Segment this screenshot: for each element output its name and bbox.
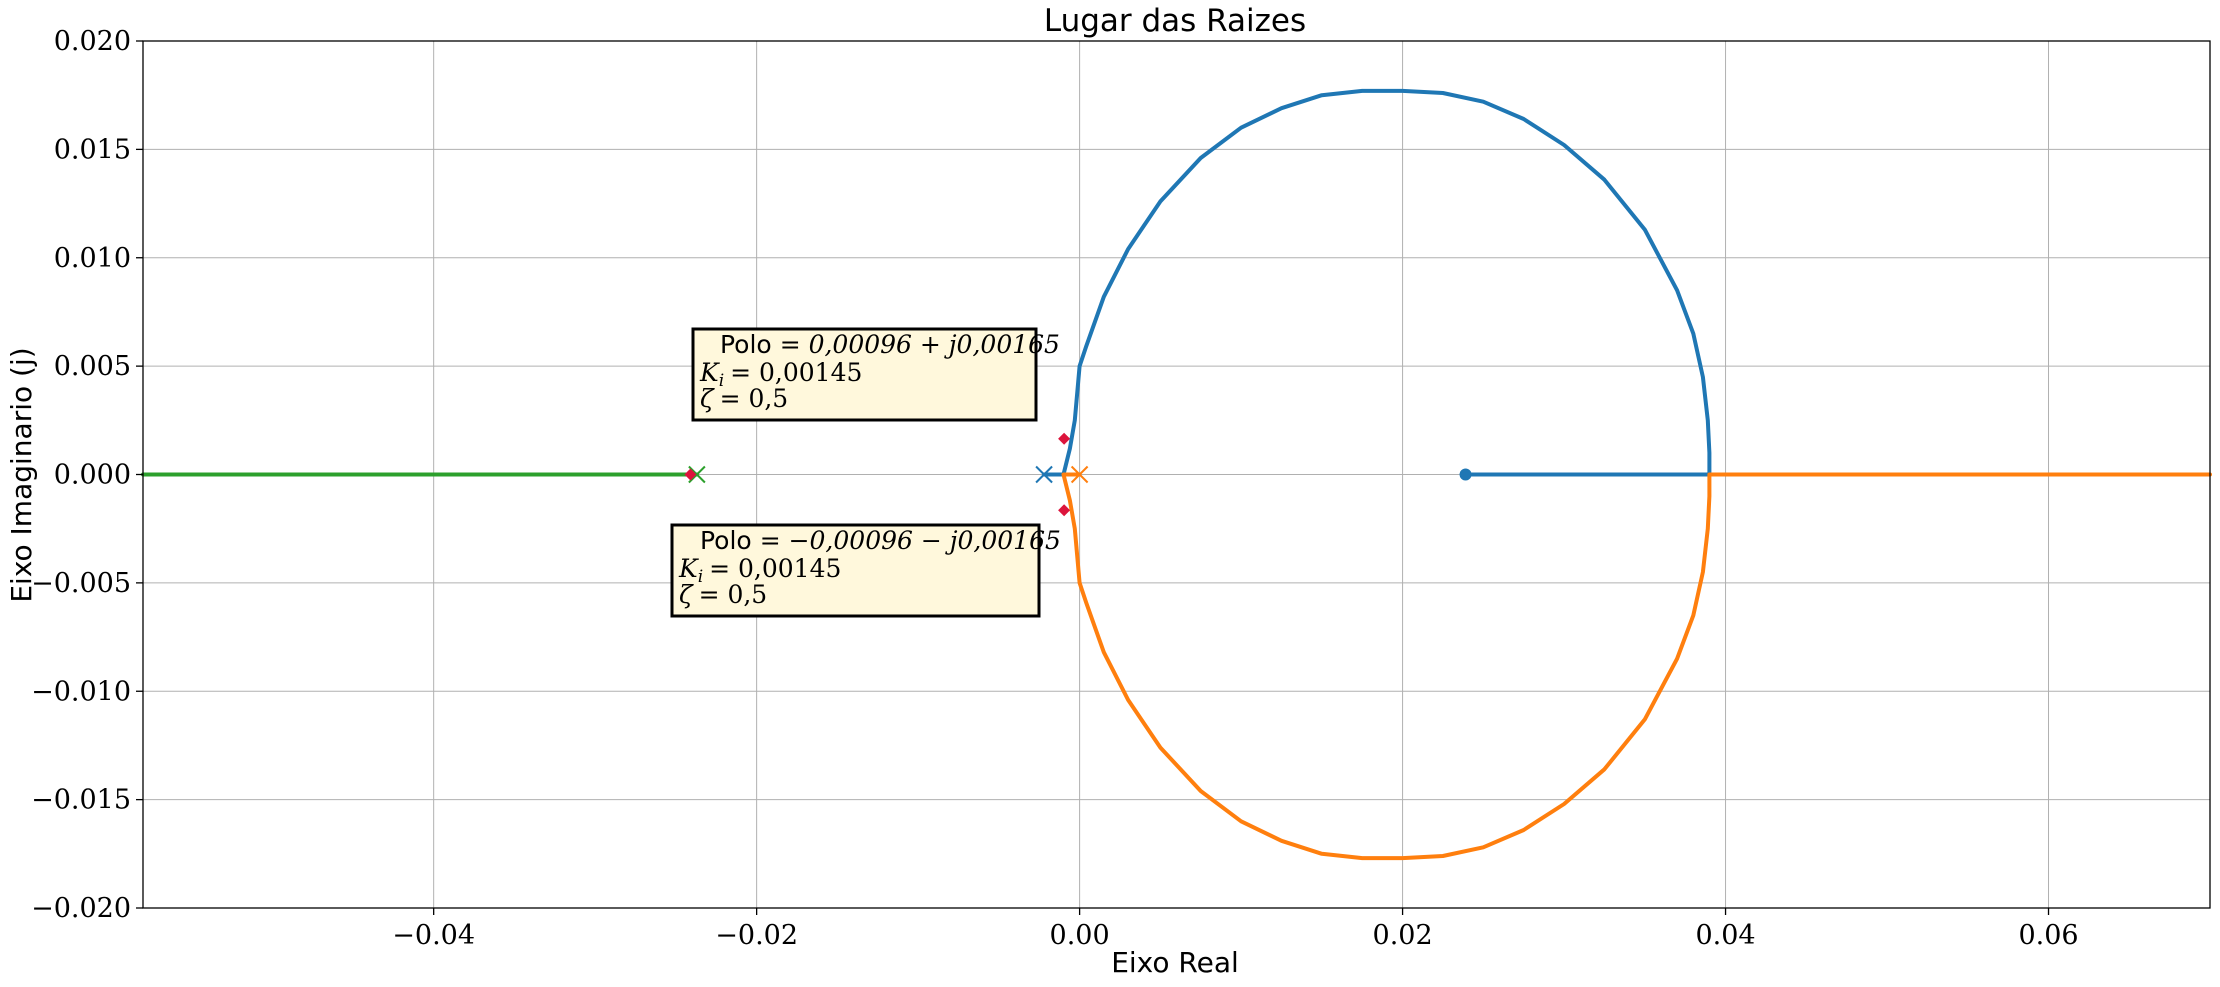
annotation-upper-polo-expr: = 0,00096 + j0,00165 bbox=[780, 330, 1060, 359]
annotation-upper-polo: Polo = 0,00096 + j0,00165 bbox=[720, 330, 1060, 359]
locus-branch-2 bbox=[1061, 472, 2212, 861]
y-tick-label: 0.005 bbox=[54, 351, 131, 382]
selected-point-marker bbox=[684, 468, 697, 481]
annotation-lower-ki-value: = 0,00145 bbox=[709, 554, 841, 583]
y-tick-label: 0.000 bbox=[54, 460, 131, 491]
annotation-upper-ki-value: = 0,00145 bbox=[730, 358, 862, 387]
axis-ticks: −0.04 −0.02 0.00 0.02 0.04 0.06 0.020 0.015 0.01… bbox=[31, 26, 2079, 951]
y-tick-label: 0.020 bbox=[54, 26, 131, 57]
x-tick-label: 0.00 bbox=[1050, 920, 1110, 951]
annotation-lower-polo: Polo = −0,00096 − j0,00165 bbox=[700, 526, 1061, 555]
annotation-lower-ki-symbol: K bbox=[678, 554, 699, 583]
y-tick-label: 0.010 bbox=[54, 243, 131, 274]
annotation-lower-ki: Ki = 0,00145 bbox=[678, 554, 841, 587]
x-tick-label: −0.02 bbox=[715, 920, 798, 951]
x-tick-label: 0.02 bbox=[1373, 920, 1433, 951]
annotation-lower-zeta: ζ = 0,5 bbox=[679, 580, 767, 609]
pole-zero-markers bbox=[684, 432, 1472, 517]
pole-marker bbox=[1035, 465, 1053, 484]
x-tick-label: 0.04 bbox=[1695, 920, 1755, 951]
annotation-upper-ki: Ki = 0,00145 bbox=[699, 358, 862, 391]
annotation-upper-ki-symbol: K bbox=[699, 358, 720, 387]
annotation-lower-polo-word: Polo bbox=[700, 526, 752, 555]
annotation-upper: Polo = 0,00096 + j0,00165 Ki = 0,00145 ζ =… bbox=[691, 327, 1060, 422]
pole-marker bbox=[1070, 465, 1089, 484]
x-axis-label: Eixo Real bbox=[1111, 946, 1239, 979]
annotation-lower-zeta-symbol: ζ bbox=[679, 580, 694, 609]
x-tick-label: −0.04 bbox=[392, 920, 475, 951]
selected-point-marker bbox=[1058, 432, 1071, 445]
zero-marker bbox=[1459, 468, 1472, 481]
y-tick-label: 0.015 bbox=[54, 134, 131, 165]
annotation-upper-zeta: ζ = 0,5 bbox=[700, 384, 788, 413]
annotation-lower: Polo = −0,00096 − j0,00165 Ki = 0,00145 ζ… bbox=[670, 523, 1061, 618]
annotation-upper-ki-sub: i bbox=[719, 371, 724, 391]
annotation-lower-box bbox=[670, 523, 1041, 618]
annotation-upper-polo-word: Polo bbox=[720, 330, 772, 359]
annotation-lower-polo-expr: = −0,00096 − j0,00165 bbox=[760, 526, 1061, 555]
annotation-upper-zeta-value: = 0,5 bbox=[720, 384, 789, 413]
annotation-lower-ki-sub: i bbox=[698, 567, 703, 587]
y-tick-label: −0.010 bbox=[31, 676, 131, 707]
pole-marker bbox=[688, 465, 706, 484]
annotation-upper-box bbox=[691, 327, 1038, 422]
y-tick-label: −0.015 bbox=[31, 785, 131, 816]
locus-branch-1 bbox=[1042, 88, 1712, 477]
y-axis-label: Eixo Imaginario (j) bbox=[5, 347, 38, 602]
annotation-lower-zeta-value: = 0,5 bbox=[699, 580, 768, 609]
annotation-upper-zeta-symbol: ζ bbox=[700, 384, 715, 413]
locus-branches bbox=[141, 88, 2212, 861]
chart-title: Lugar das Raizes bbox=[1044, 3, 1306, 39]
x-tick-label: 0.06 bbox=[2018, 920, 2078, 951]
y-tick-label: −0.020 bbox=[31, 893, 131, 924]
y-tick-label: −0.005 bbox=[31, 568, 131, 599]
selected-point-marker bbox=[1058, 504, 1071, 517]
